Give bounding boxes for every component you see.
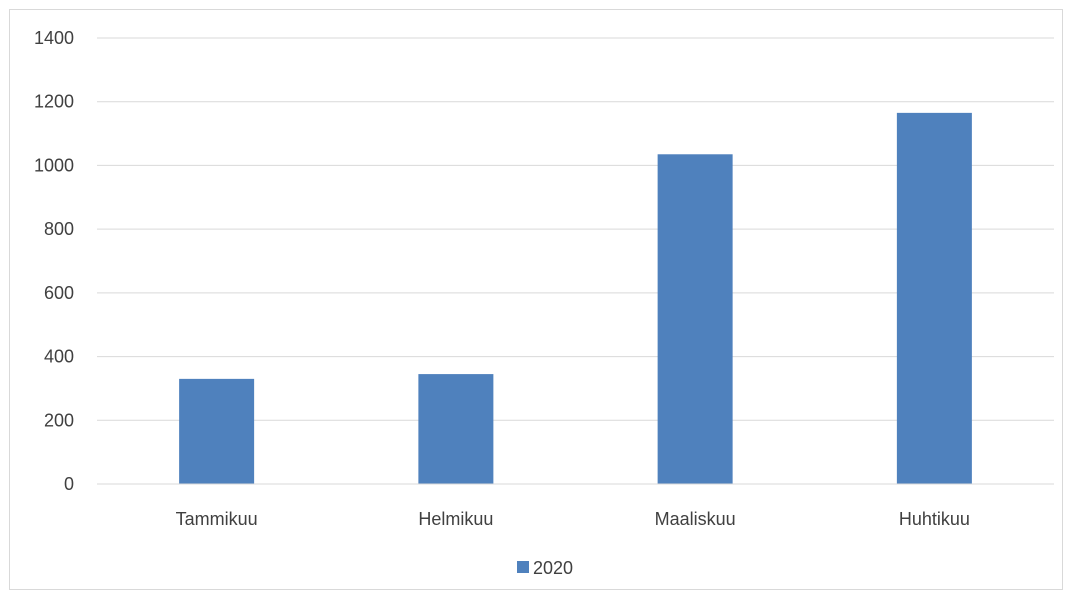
chart-frame [9,9,1063,590]
y-tick-label: 1000 [34,155,74,175]
y-tick-label: 800 [44,219,74,239]
bar-huhtikuu [896,112,972,484]
y-tick-label: 400 [44,347,74,367]
x-tick-label-helmikuu: Helmikuu [418,509,493,529]
gridlines [97,37,1054,421]
x-axis-ticks: Tammikuu Helmikuu Maaliskuu Huhtikuu [176,509,970,529]
x-tick-label-maaliskuu: Maaliskuu [655,509,736,529]
legend-label-2020: 2020 [533,558,573,578]
y-axis-ticks: 0 200 400 600 800 1000 1200 1400 [34,28,74,494]
y-tick-label: 1200 [34,92,74,112]
x-tick-label-tammikuu: Tammikuu [176,509,258,529]
legend-swatch-2020 [517,561,529,573]
bar-helmikuu [418,374,494,484]
y-tick-label: 200 [44,410,74,430]
y-tick-label: 0 [64,474,74,494]
legend: 2020 [517,558,573,578]
y-tick-label: 600 [44,283,74,303]
y-tick-label: 1400 [34,28,74,48]
bar-tammikuu [179,378,255,484]
bars [179,112,972,484]
x-tick-label-huhtikuu: Huhtikuu [899,509,970,529]
bar-maaliskuu [657,154,733,484]
